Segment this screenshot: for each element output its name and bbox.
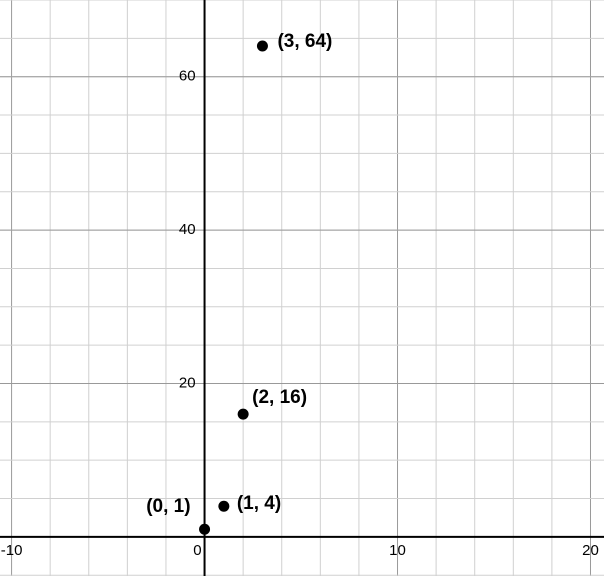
- point: [256, 40, 268, 52]
- x-tick-label: 0: [193, 542, 201, 559]
- point-label: (0, 1): [146, 496, 190, 517]
- point-label: (2, 16): [252, 387, 307, 408]
- point: [199, 523, 211, 535]
- x-tick-label: 10: [389, 542, 406, 559]
- point-label: (1, 4): [237, 493, 281, 514]
- point: [237, 408, 249, 420]
- x-tick-label: 20: [582, 542, 599, 559]
- point: [218, 500, 230, 512]
- x-tick-label: -10: [1, 542, 23, 559]
- point-label: (3, 64): [277, 31, 332, 52]
- y-tick-label: 20: [179, 374, 196, 391]
- y-tick-label: 40: [179, 221, 196, 238]
- y-tick-label: 60: [179, 68, 196, 85]
